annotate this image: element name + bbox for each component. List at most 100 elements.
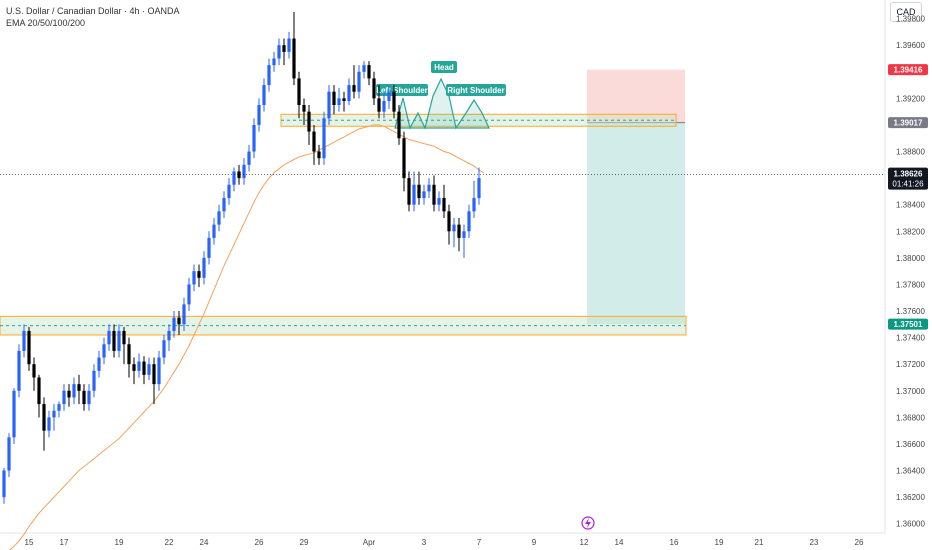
candle-body bbox=[107, 330, 111, 345]
target-price-label: 1.37501 bbox=[894, 320, 923, 329]
candle-body bbox=[267, 65, 271, 86]
price-tick-label: 1.39200 bbox=[896, 94, 925, 103]
time-tick-label: 3 bbox=[422, 538, 427, 547]
candle-body bbox=[422, 191, 426, 199]
candle-body bbox=[172, 317, 176, 331]
candle-body bbox=[322, 118, 326, 159]
head-shoulders-pattern[interactable] bbox=[394, 77, 490, 130]
candle-body bbox=[112, 330, 116, 351]
time-tick-label: 17 bbox=[60, 538, 69, 547]
candle-body bbox=[257, 105, 261, 125]
entry-price-label-bg bbox=[888, 117, 928, 129]
price-tick-label: 1.36600 bbox=[896, 440, 925, 449]
head-label: Head bbox=[434, 63, 454, 72]
candle-body bbox=[17, 350, 21, 391]
indicator-legend[interactable]: EMA 20/50/100/200 bbox=[6, 18, 86, 28]
candle-body bbox=[227, 184, 231, 199]
candle-body bbox=[342, 98, 346, 102]
candle-body bbox=[447, 211, 451, 232]
event-icon[interactable] bbox=[581, 516, 595, 530]
candle-body bbox=[212, 224, 216, 238]
candle-body bbox=[272, 58, 276, 66]
time-tick-label: 22 bbox=[165, 538, 174, 547]
right-shoulder-label-bg bbox=[446, 84, 506, 96]
time-tick-label: 19 bbox=[115, 538, 124, 547]
time-tick-label: 14 bbox=[615, 538, 624, 547]
candle-body bbox=[467, 211, 471, 232]
price-tick-label: 1.36200 bbox=[896, 493, 925, 502]
candle-body bbox=[242, 164, 246, 179]
price-tick-label: 1.36800 bbox=[896, 413, 925, 422]
candle-body bbox=[407, 178, 411, 205]
current-price-label: 1.38626 bbox=[894, 170, 923, 179]
candle-body bbox=[42, 404, 46, 431]
candle-body bbox=[167, 330, 171, 341]
candle-body bbox=[7, 437, 11, 471]
candle-body bbox=[362, 65, 366, 72]
candle-body bbox=[357, 71, 361, 92]
candle-body bbox=[462, 231, 466, 238]
candle-body bbox=[432, 184, 436, 205]
candle-body bbox=[392, 91, 396, 112]
candle-body bbox=[297, 78, 301, 106]
candle-body bbox=[302, 105, 306, 112]
candle-body bbox=[102, 344, 106, 358]
candle-body bbox=[402, 138, 406, 179]
price-tick-label: 1.39600 bbox=[896, 41, 925, 50]
price-tick-label: 1.36000 bbox=[896, 520, 925, 529]
candle-body bbox=[377, 98, 381, 112]
candle-body bbox=[472, 198, 476, 212]
candle-body bbox=[82, 390, 86, 405]
time-tick-label: 29 bbox=[300, 538, 309, 547]
candle-body bbox=[412, 184, 416, 205]
price-tick-label: 1.38200 bbox=[896, 227, 925, 236]
candle-body bbox=[232, 171, 236, 185]
candle-body bbox=[152, 364, 156, 385]
candle-body bbox=[287, 38, 291, 52]
time-tick-label: 7 bbox=[477, 538, 482, 547]
price-tick-label: 1.37200 bbox=[896, 360, 925, 369]
candle-body bbox=[352, 85, 356, 92]
candle-body bbox=[397, 111, 401, 139]
time-tick-label: 26 bbox=[255, 538, 264, 547]
price-tick-label: 1.37400 bbox=[896, 334, 925, 343]
candle-body bbox=[367, 65, 371, 79]
candle-body bbox=[307, 111, 311, 132]
stop-price-label: 1.39416 bbox=[894, 66, 923, 75]
time-tick-label: 9 bbox=[532, 538, 537, 547]
candle-body bbox=[27, 330, 31, 365]
candle-body bbox=[12, 390, 16, 438]
entry-price-label: 1.39017 bbox=[894, 119, 923, 128]
price-tick-label: 1.37000 bbox=[896, 387, 925, 396]
candle-body bbox=[282, 45, 286, 52]
candle-body bbox=[312, 131, 316, 152]
target-price-label-bg bbox=[888, 318, 928, 330]
candle-body bbox=[62, 390, 66, 405]
candle-body bbox=[22, 330, 26, 351]
candle-body bbox=[72, 384, 76, 398]
candle-body bbox=[347, 85, 351, 102]
currency-button[interactable]: CAD bbox=[890, 2, 922, 22]
price-tick-label: 1.38400 bbox=[896, 201, 925, 210]
left-shoulder-label: Left Shoulder bbox=[376, 86, 428, 95]
candle-body bbox=[207, 237, 211, 258]
candle-body bbox=[132, 364, 136, 371]
candle-body bbox=[427, 184, 431, 192]
countdown-label: 01:41:26 bbox=[892, 180, 924, 189]
candle-body bbox=[77, 384, 81, 391]
candle-body bbox=[417, 184, 421, 199]
candle-body bbox=[372, 78, 376, 99]
candle-body bbox=[157, 357, 161, 385]
candle-body bbox=[262, 85, 266, 106]
time-tick-label: 23 bbox=[810, 538, 819, 547]
candle-body bbox=[477, 178, 481, 199]
candle-body bbox=[2, 470, 6, 498]
take-profit-zone[interactable] bbox=[587, 122, 685, 325]
candle-body bbox=[252, 124, 256, 152]
candle-body bbox=[87, 390, 91, 405]
candle-body bbox=[327, 91, 331, 119]
price-tick-label: 1.39800 bbox=[896, 15, 925, 24]
price-tick-label: 1.37600 bbox=[896, 307, 925, 316]
candle-body bbox=[117, 330, 121, 351]
